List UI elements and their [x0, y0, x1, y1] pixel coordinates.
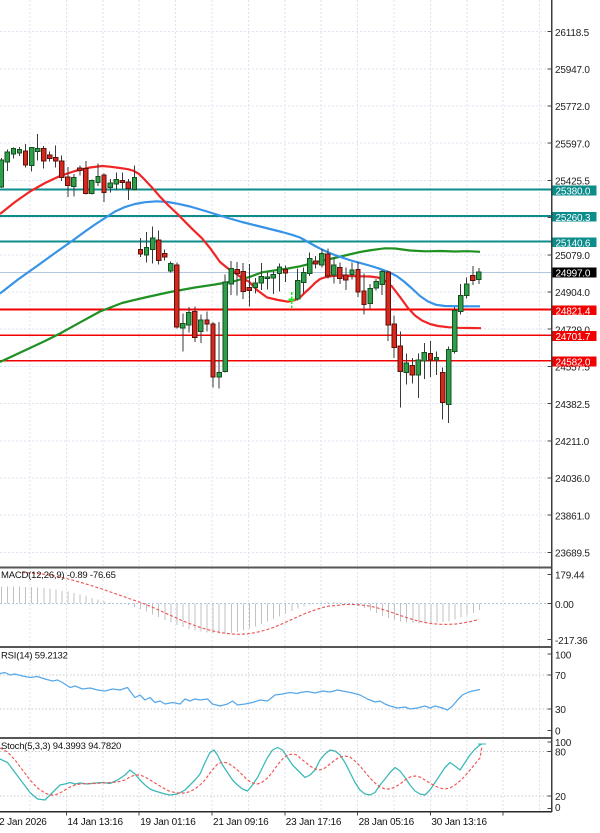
svg-text:24821.4: 24821.4 — [556, 306, 591, 317]
svg-text:24582.0: 24582.0 — [556, 358, 591, 369]
svg-text:25597.0: 25597.0 — [555, 139, 590, 150]
svg-text:30 Jan 13:16: 30 Jan 13:16 — [431, 817, 487, 828]
svg-text:70: 70 — [555, 671, 566, 682]
svg-text:179.44: 179.44 — [555, 571, 585, 582]
svg-text:0.00: 0.00 — [555, 600, 574, 611]
svg-text:24557.5: 24557.5 — [555, 363, 590, 374]
svg-text:26118.5: 26118.5 — [555, 28, 590, 39]
svg-text:25140.6: 25140.6 — [556, 238, 591, 249]
svg-text:24382.5: 24382.5 — [555, 400, 590, 411]
svg-text:100: 100 — [555, 650, 572, 661]
svg-text:23861.0: 23861.0 — [555, 511, 590, 522]
svg-text:RSI(14) 59.2132: RSI(14) 59.2132 — [1, 650, 68, 661]
svg-text:30: 30 — [555, 705, 566, 716]
svg-text:0: 0 — [555, 803, 561, 814]
svg-text:25380.0: 25380.0 — [556, 187, 591, 198]
svg-text:12 Jan 2026: 12 Jan 2026 — [0, 817, 47, 828]
svg-text:24729.0: 24729.0 — [555, 325, 590, 336]
svg-text:24904.0: 24904.0 — [555, 288, 590, 299]
svg-text:100: 100 — [555, 738, 572, 749]
svg-text:21 Jan 09:16: 21 Jan 09:16 — [213, 817, 269, 828]
svg-text:23689.5: 23689.5 — [555, 549, 590, 560]
svg-text:20: 20 — [555, 792, 566, 803]
svg-text:-217.36: -217.36 — [555, 636, 588, 647]
svg-text:28 Jan 05:16: 28 Jan 05:16 — [359, 817, 415, 828]
svg-text:19 Jan 01:16: 19 Jan 01:16 — [140, 817, 196, 828]
svg-text:25772.0: 25772.0 — [555, 102, 590, 113]
svg-text:24701.7: 24701.7 — [556, 332, 591, 343]
svg-text:24211.0: 24211.0 — [555, 437, 590, 448]
svg-text:Stoch(5,3,3) 94.3993 94.7820: Stoch(5,3,3) 94.3993 94.7820 — [1, 741, 121, 752]
svg-text:80: 80 — [555, 748, 566, 759]
svg-text:24036.0: 24036.0 — [555, 474, 590, 485]
svg-text:MACD(12,26,9) -0.89 -76.65: MACD(12,26,9) -0.89 -76.65 — [1, 570, 116, 581]
svg-text:0: 0 — [555, 727, 561, 738]
svg-text:25425.5: 25425.5 — [555, 177, 590, 188]
svg-text:25947.0: 25947.0 — [555, 65, 590, 76]
svg-text:14 Jan 13:16: 14 Jan 13:16 — [67, 817, 123, 828]
svg-text:24997.0: 24997.0 — [556, 269, 591, 280]
svg-text:25260.3: 25260.3 — [556, 213, 591, 224]
svg-text:23 Jan 17:16: 23 Jan 17:16 — [286, 817, 342, 828]
svg-text:25079.0: 25079.0 — [555, 251, 590, 262]
